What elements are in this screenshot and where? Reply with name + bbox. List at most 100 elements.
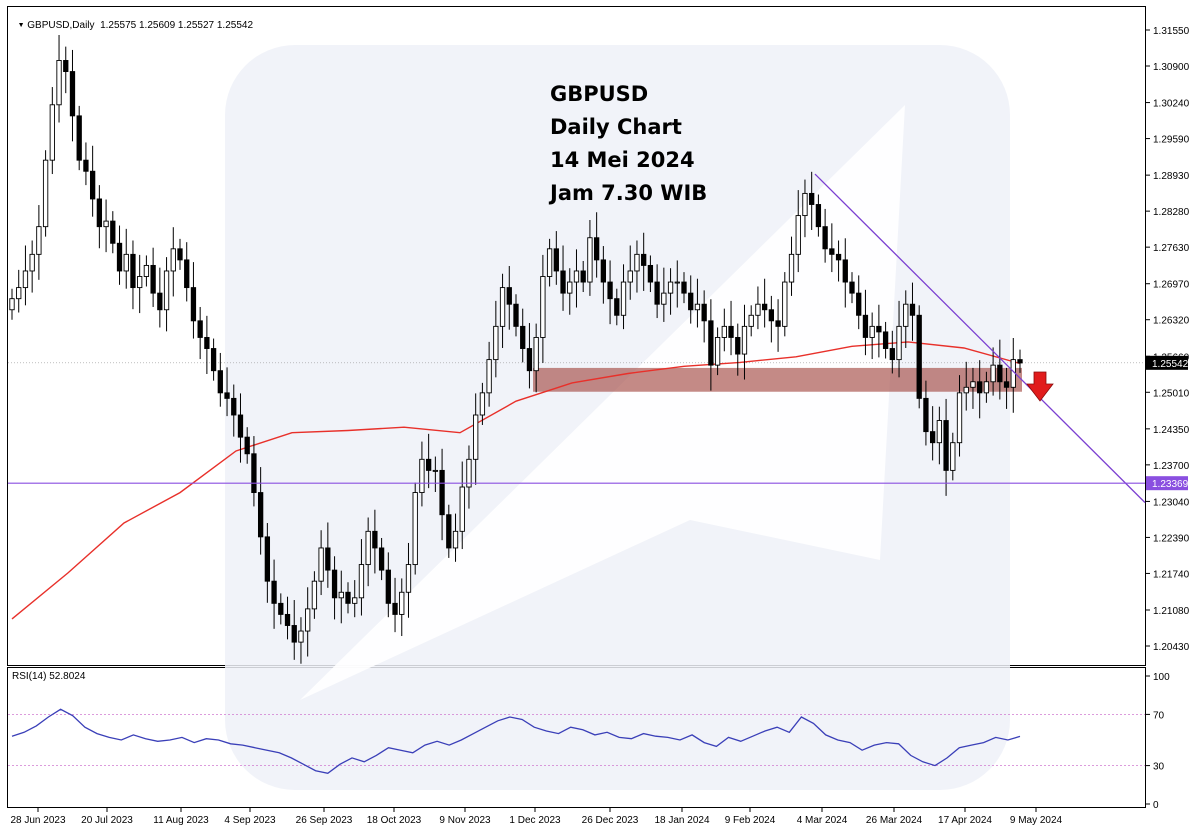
candle — [378, 537, 385, 581]
candle-bull — [473, 414, 479, 460]
annotation-line-3: 14 Mei 2024 — [550, 148, 695, 172]
watermark-logo — [300, 105, 905, 700]
candle — [916, 305, 922, 409]
candle-bear — [278, 602, 284, 615]
candle — [385, 552, 391, 618]
candle — [513, 294, 519, 337]
candle-bull — [137, 276, 143, 289]
candle — [936, 406, 943, 465]
x-tick-label: 18 Oct 2023 — [367, 815, 422, 826]
candle-bear — [224, 392, 230, 399]
candle-bull — [305, 608, 311, 632]
candle — [520, 308, 526, 363]
candle — [425, 433, 432, 489]
candle — [36, 205, 42, 280]
candle — [627, 245, 633, 300]
x-tick-label: 9 Feb 2024 — [725, 815, 776, 826]
candle-bull — [49, 104, 55, 161]
candle-bear — [116, 242, 123, 272]
candle-bear — [150, 264, 156, 294]
candle — [903, 290, 909, 348]
candle — [775, 299, 781, 352]
collapse-icon[interactable]: ▼ — [17, 22, 25, 29]
candle-bull — [963, 386, 969, 394]
candle — [298, 617, 304, 664]
candle — [788, 236, 795, 296]
candle — [540, 254, 546, 363]
candle — [9, 288, 15, 320]
candle-bear — [231, 397, 237, 416]
x-tick-label: 18 Jan 2024 — [654, 815, 709, 826]
candle — [802, 179, 808, 238]
rsi-tick-label: 0 — [1153, 800, 1159, 811]
candle-bear — [83, 159, 89, 172]
candle — [593, 212, 600, 278]
candle — [479, 382, 486, 425]
candle-bull — [903, 303, 909, 327]
candle-bear — [607, 281, 613, 300]
candle — [63, 46, 69, 94]
candle — [163, 257, 170, 332]
candle-bull — [587, 237, 593, 283]
y-tick-label: 1.21740 — [1153, 569, 1190, 580]
y-tick-label: 1.31550 — [1153, 26, 1190, 37]
candle-bear — [580, 270, 586, 283]
candle-bear — [909, 303, 916, 316]
candle-bull — [755, 303, 761, 316]
candle-bull — [419, 458, 425, 494]
support-price-tag — [1146, 476, 1188, 491]
candle-bear — [345, 591, 351, 604]
candle-bear — [1003, 381, 1010, 388]
candle-bear — [184, 259, 190, 289]
descending-trendline[interactable] — [814, 173, 1146, 503]
candle-bull — [56, 60, 62, 106]
candle-bear — [977, 381, 983, 394]
candle-bear — [177, 248, 183, 261]
candle — [701, 290, 707, 343]
candle-bear — [647, 264, 654, 283]
y-tick-label: 1.24350 — [1153, 425, 1190, 436]
candle-bull — [546, 248, 553, 277]
candle — [882, 321, 889, 359]
candle — [318, 530, 324, 596]
candle-bull — [634, 253, 640, 272]
candle — [89, 145, 96, 217]
moving-average-line — [11, 341, 1021, 620]
symbol-info: ▼ GBPUSD,Daily 1.25575 1.25609 1.25527 1… — [12, 9, 253, 31]
candle-bull — [318, 547, 324, 582]
candle — [741, 304, 748, 380]
candle — [573, 249, 580, 308]
candle — [546, 238, 553, 287]
candle-bull — [358, 564, 365, 599]
candle-bull — [499, 287, 506, 327]
rsi-line — [11, 708, 1021, 774]
candle — [567, 268, 573, 315]
candle-bear — [842, 259, 848, 283]
chart-annotation: GBPUSD Daily Chart 14 Mei 2024 Jam 7.30 … — [550, 78, 707, 210]
candle — [889, 330, 895, 374]
candle — [29, 240, 35, 293]
candle-bear — [835, 253, 842, 261]
candle — [16, 269, 22, 313]
candle-bear — [76, 115, 82, 161]
y-tick-label: 1.25010 — [1153, 388, 1190, 399]
candle-bear — [882, 331, 889, 349]
candle — [284, 596, 291, 640]
candle — [76, 105, 82, 171]
y-tick-label: 1.30240 — [1153, 99, 1190, 110]
candle-bear — [728, 325, 734, 338]
candle — [372, 509, 378, 574]
candle-bear — [916, 314, 922, 399]
candle — [231, 384, 237, 437]
y-tick-label: 1.30900 — [1153, 62, 1190, 73]
candle-bear — [681, 281, 687, 294]
candle-bear — [923, 397, 929, 433]
candle — [83, 142, 89, 186]
candle-bear — [768, 309, 775, 322]
candle-bear — [130, 253, 136, 289]
candle-bull — [36, 226, 42, 255]
candle — [499, 273, 506, 348]
candle-bear — [593, 237, 600, 261]
candle — [311, 571, 318, 619]
